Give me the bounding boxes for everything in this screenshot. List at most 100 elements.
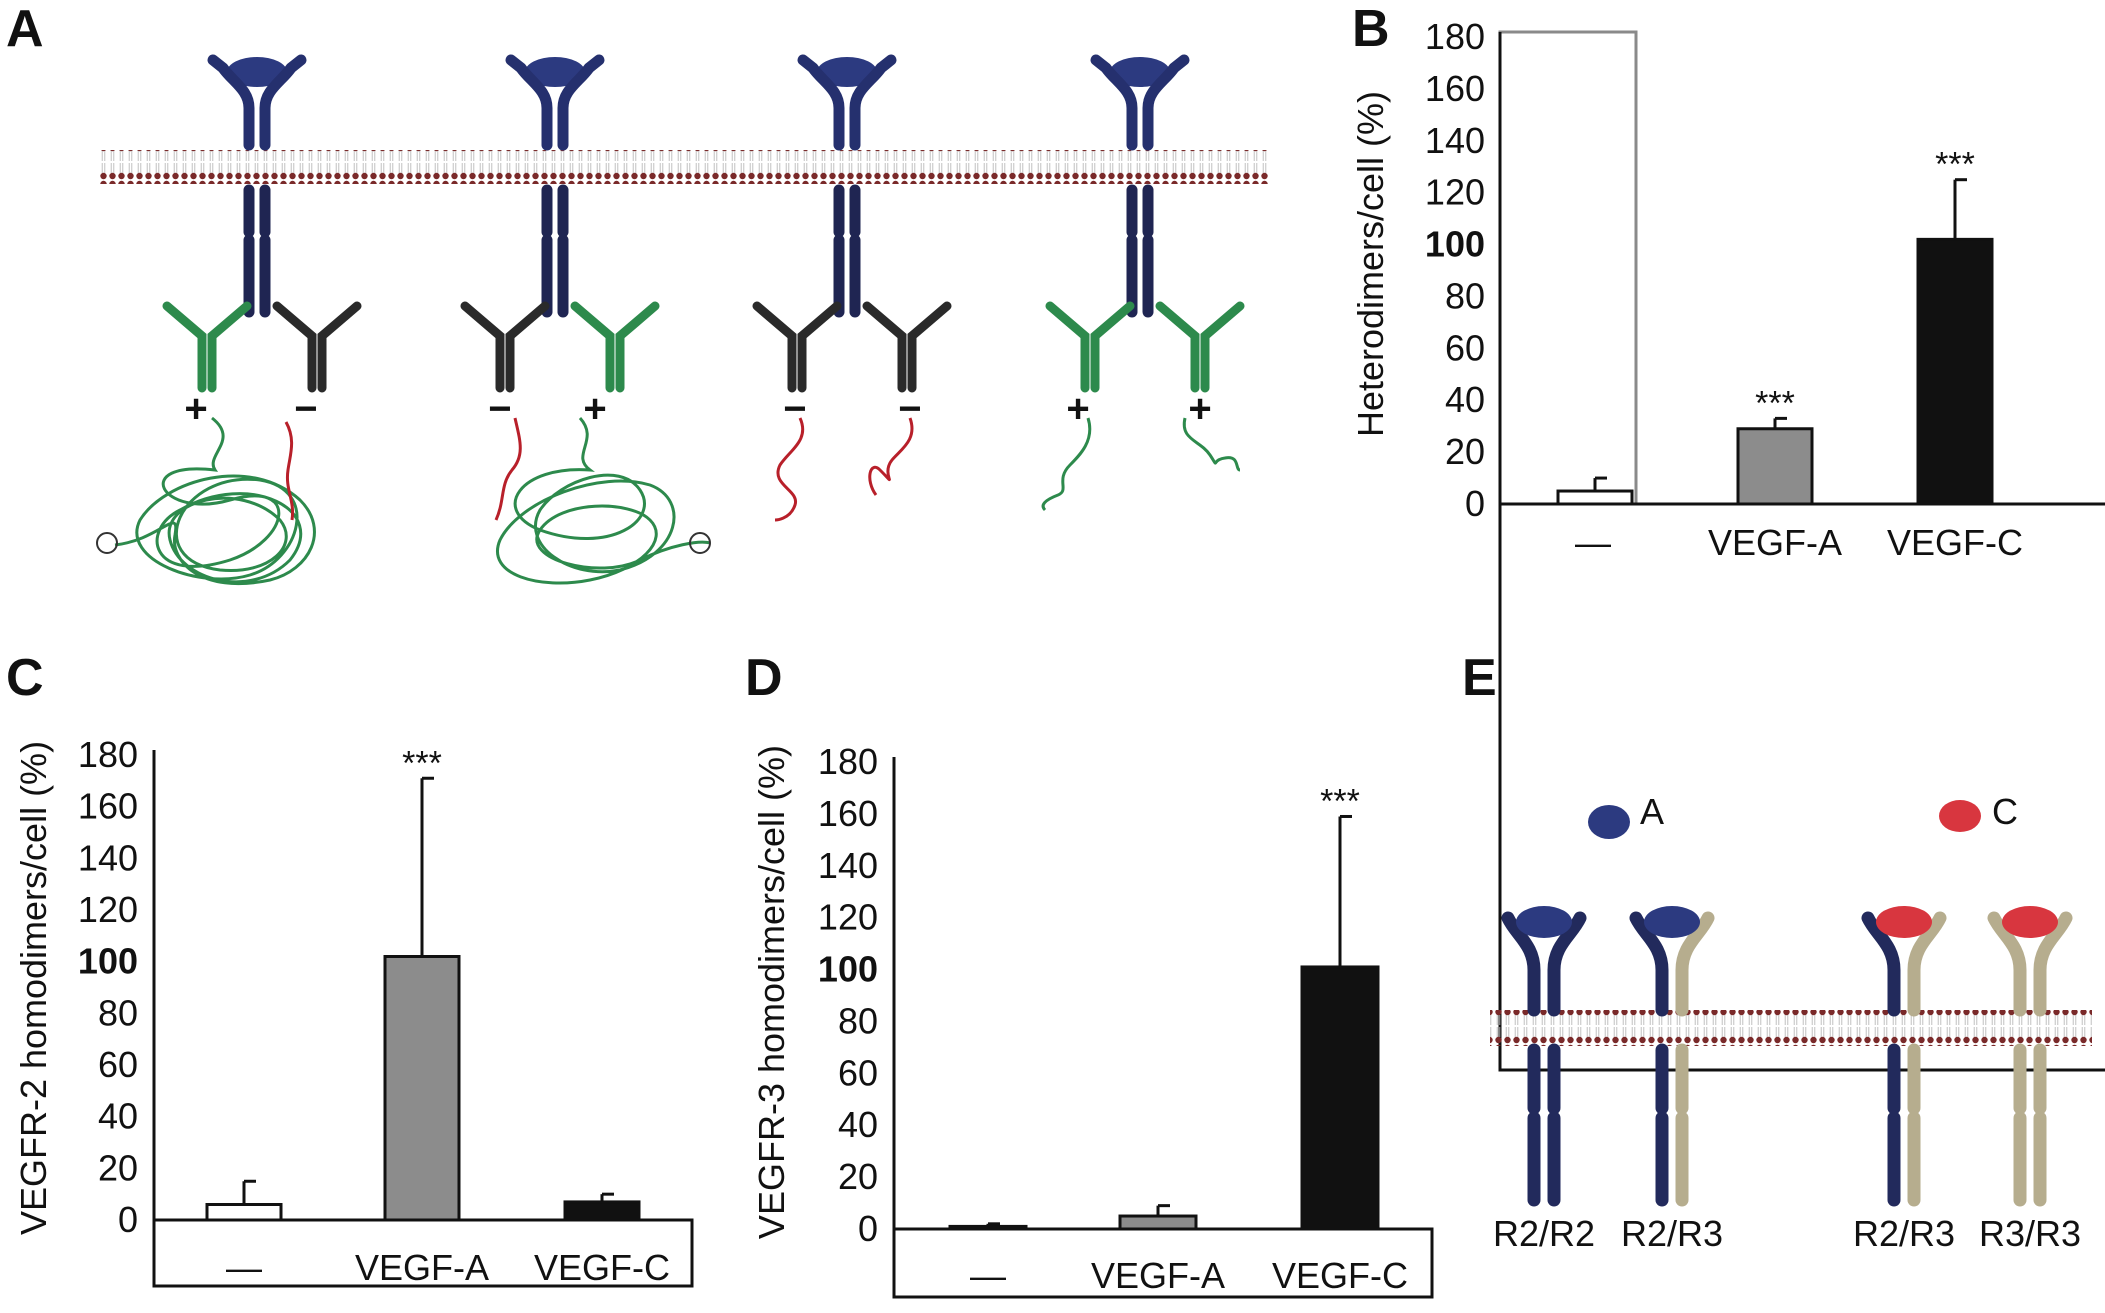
panel-label-c: C bbox=[6, 649, 44, 707]
x-tick-label: VEGF-A bbox=[1708, 522, 1842, 563]
green-tangled-tail bbox=[114, 416, 316, 586]
category-box bbox=[152, 1218, 694, 1288]
tail-end-circle bbox=[689, 532, 711, 554]
y-tick-label: 0 bbox=[118, 1199, 138, 1240]
pair-label: R2/R3 bbox=[1621, 1213, 1723, 1254]
y-tick-label: 20 bbox=[1445, 431, 1485, 472]
y-tick-label: 140 bbox=[818, 845, 878, 886]
antibody bbox=[1045, 301, 1090, 393]
y-tick-label: 160 bbox=[818, 793, 878, 834]
receptor-arm bbox=[259, 54, 307, 151]
receptor-dimer bbox=[1861, 906, 1947, 1207]
antibody bbox=[752, 301, 797, 393]
receptor-group bbox=[1501, 906, 2073, 1207]
bar bbox=[1300, 965, 1380, 1231]
vegf-c-ligand-icon bbox=[1939, 800, 1981, 832]
y-tick-label: 80 bbox=[838, 1000, 878, 1041]
y-tick-label: 40 bbox=[98, 1096, 138, 1137]
receptor-group bbox=[162, 54, 1245, 393]
y-tick-label: 0 bbox=[858, 1208, 878, 1249]
chart-b: 0 20 40 60 80 100 120 140 160 180 Heterodimers/cel… bbox=[1350, 16, 2105, 1072]
y-tick-label: 160 bbox=[1425, 68, 1485, 109]
x-tick-label: — bbox=[226, 1247, 262, 1288]
bar bbox=[1118, 1214, 1198, 1231]
legend-item-a: A bbox=[1588, 791, 1664, 839]
y-tick-label: 0 bbox=[1465, 483, 1485, 524]
bar bbox=[563, 1200, 641, 1222]
cell-membrane bbox=[100, 150, 1268, 184]
receptor-4-right-sign: + bbox=[1188, 387, 1211, 431]
panel-a-diagram: + − − + − − + + bbox=[96, 54, 1268, 586]
bar bbox=[1736, 427, 1814, 506]
x-tick-label: VEGF-C bbox=[1272, 1255, 1408, 1296]
legend-item-c: C bbox=[1939, 791, 2018, 832]
x-tick-label: VEGF-A bbox=[1091, 1255, 1225, 1296]
bar bbox=[948, 1224, 1028, 1231]
receptor-1-right-sign: − bbox=[294, 387, 317, 431]
receptor-3-right-sign: − bbox=[898, 387, 921, 431]
significance-label: *** bbox=[1320, 782, 1360, 820]
significance-label: *** bbox=[402, 744, 442, 782]
vegfr3-receptor-dimer bbox=[162, 54, 362, 393]
significance-label: *** bbox=[1755, 384, 1795, 422]
antibody bbox=[505, 301, 550, 393]
pair-label: R2/R2 bbox=[1493, 1213, 1595, 1254]
y-axis-label: VEGFR-2 homodimers/cell (%) bbox=[13, 741, 54, 1235]
vegfr3-receptor-dimer bbox=[752, 54, 952, 393]
y-tick-label: 60 bbox=[838, 1052, 878, 1093]
y-tick-label: 20 bbox=[838, 1156, 878, 1197]
bar bbox=[1916, 237, 1994, 506]
vegfr3-receptor-dimer bbox=[1045, 54, 1245, 393]
vegf-ligand-icon bbox=[817, 57, 877, 87]
panel-label-a: A bbox=[6, 0, 44, 58]
receptor-arm bbox=[1090, 54, 1138, 151]
receptor-4-left-sign: + bbox=[1066, 387, 1089, 431]
y-tick-label: 120 bbox=[818, 897, 878, 938]
green-tail bbox=[1041, 417, 1092, 512]
antibody bbox=[162, 301, 207, 393]
receptor-dimer bbox=[1501, 906, 1587, 1207]
receptor-arm bbox=[1861, 911, 1901, 1017]
antibody bbox=[1090, 301, 1135, 393]
red-tail bbox=[284, 421, 295, 521]
plot-frame bbox=[1498, 30, 1638, 506]
receptor-2-right-sign: + bbox=[583, 387, 606, 431]
x-tick-label: — bbox=[1575, 522, 1611, 563]
antibody bbox=[907, 301, 952, 393]
receptor-arm bbox=[849, 54, 897, 151]
panel-label-e: E bbox=[1462, 649, 1497, 707]
x-tick-label: — bbox=[970, 1255, 1006, 1296]
receptor-dimer bbox=[1629, 906, 1715, 1207]
y-axis-label: VEGFR-3 homodimers/cell (%) bbox=[751, 745, 792, 1239]
antibody bbox=[862, 301, 907, 393]
y-tick-label: 120 bbox=[78, 889, 138, 930]
y-tick-label: 120 bbox=[1425, 172, 1485, 213]
y-tick-label: 20 bbox=[98, 1147, 138, 1188]
pair-label: R2/R3 bbox=[1853, 1213, 1955, 1254]
receptor-arm bbox=[557, 54, 605, 151]
tail-end-circle bbox=[96, 532, 118, 554]
bar bbox=[383, 955, 461, 1222]
receptor-arm bbox=[1987, 911, 2027, 1017]
y-tick-label: 180 bbox=[818, 741, 878, 782]
x-tick-label: VEGF-C bbox=[534, 1247, 670, 1288]
receptor-2-left-sign: − bbox=[488, 387, 511, 431]
vegfr3-receptor-dimer bbox=[460, 54, 660, 393]
receptor-dimer bbox=[1987, 906, 2073, 1207]
receptor-arm bbox=[1142, 54, 1190, 151]
antibody bbox=[1155, 301, 1200, 393]
y-tick-label: 100 bbox=[818, 949, 878, 990]
pair-label: R3/R3 bbox=[1979, 1213, 2081, 1254]
y-tick-label: 60 bbox=[1445, 327, 1485, 368]
y-tick-label: 80 bbox=[98, 992, 138, 1033]
green-tail bbox=[1182, 417, 1241, 472]
bar bbox=[1556, 489, 1634, 506]
y-tick-label: 100 bbox=[78, 941, 138, 982]
panel-e-diagram: A C R2/R2 R2/R3 R2/R3 R3/R3 bbox=[1490, 791, 2092, 1254]
ligand-icon bbox=[2002, 906, 2058, 938]
chart-d: 0 20 40 60 80 100 120 140 160 180 VEGFR-3 homodime… bbox=[751, 741, 1434, 1299]
ligand-icon bbox=[1516, 906, 1572, 938]
y-tick-label: 100 bbox=[1425, 224, 1485, 265]
receptor-arm bbox=[1501, 911, 1541, 1017]
